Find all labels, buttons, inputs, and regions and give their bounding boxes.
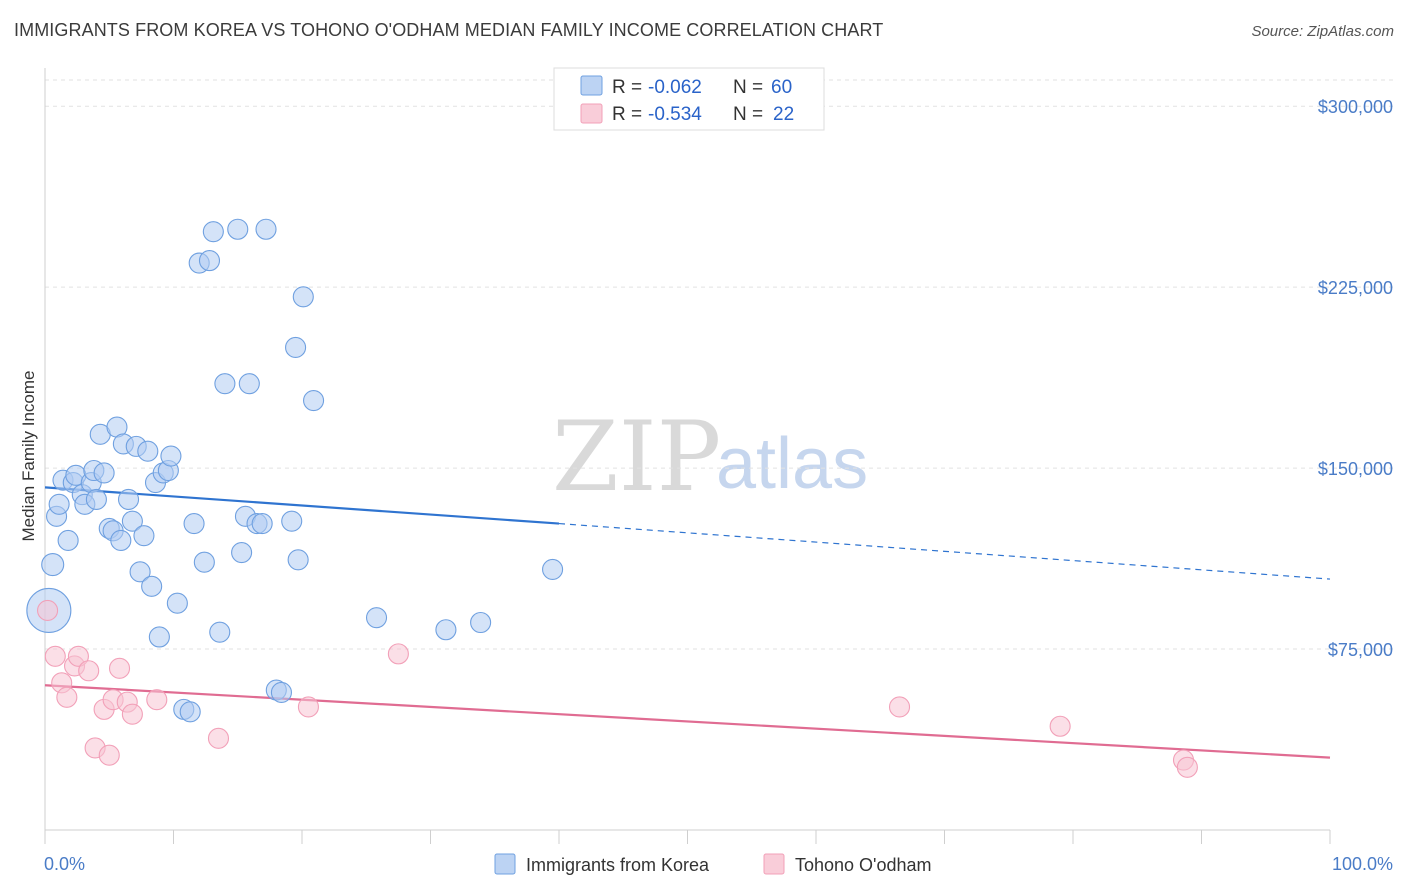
point-korea [231,541,253,564]
point-tohono [108,657,131,679]
legend-r-label-korea: R = [612,77,642,98]
bottom-legend-swatch-tohono [763,853,785,875]
point-korea [117,488,140,511]
point-korea [193,551,215,573]
point-tohono [78,660,100,682]
y-tick-label: $75,000 [1328,640,1393,660]
bottom-legend-swatch-korea [494,853,516,875]
watermark-zip: ZIP [552,401,721,513]
point-korea [214,373,236,395]
point-korea [542,558,564,580]
point-korea [179,701,201,723]
point-korea [198,250,221,272]
point-tohono [121,703,143,725]
point-korea [121,510,143,532]
chart-title: IMMIGRANTS FROM KOREA VS TOHONO O'ODHAM … [14,20,884,40]
legend-r-value-tohono: -0.534 [648,104,702,125]
y-axis-label: Median Family Income [19,370,38,541]
point-korea [202,221,224,243]
point-korea [227,218,249,240]
point-tohono [67,645,89,667]
point-korea [160,445,182,467]
legend-swatch-tohono [580,103,603,124]
source-credit: Source: ZipAtlas.com [1251,23,1394,40]
point-korea [255,218,277,240]
point-korea [251,513,273,535]
legend-n-label-tohono: N = [733,104,763,125]
x-tick-label-min: 0.0% [44,854,85,874]
point-tohono [888,696,911,718]
point-korea [48,493,70,515]
point-korea [287,549,309,571]
series-legend: Immigrants from Korea Tohono O'odham [494,853,932,875]
point-korea [133,525,155,547]
point-korea [148,626,170,648]
point-tohono [387,643,409,665]
point-korea [129,561,151,583]
y-tick-label: $225,000 [1318,278,1393,298]
watermark-atlas: atlas [716,424,868,504]
legend-r-value-korea: -0.062 [648,77,702,98]
data-points [26,218,1198,778]
bottom-legend-label-tohono: Tohono O'odham [795,855,932,875]
point-korea [238,373,260,395]
legend-r-label-tohono: R = [612,104,642,125]
point-tohono [146,689,168,711]
x-tick-label-max: 100.0% [1332,854,1393,874]
bottom-legend-label-korea: Immigrants from Korea [526,855,710,875]
point-tohono [297,696,319,718]
point-tohono [37,599,59,621]
point-korea [270,681,292,704]
legend-n-value-korea: 60 [771,77,792,98]
y-tick-label: $150,000 [1318,459,1393,479]
y-tick-label: $300,000 [1318,97,1393,117]
point-korea [209,621,231,643]
legend-n-value-tohono: 22 [773,104,794,125]
point-korea [41,553,65,577]
point-korea [166,592,188,614]
point-korea [137,440,159,462]
point-tohono [1176,756,1198,778]
legend-swatch-korea [580,75,603,96]
trend-lines [44,486,1331,759]
point-korea [183,513,205,535]
point-korea [93,462,115,484]
point-korea [285,336,307,359]
legend-n-label-korea: N = [733,77,763,98]
trend-line-solid [44,684,1331,759]
point-tohono [56,686,78,708]
trend-line-dashed [558,522,1331,580]
point-korea [365,607,388,629]
point-korea [141,575,163,597]
point-korea [292,286,314,308]
axes [44,68,1331,844]
point-tohono [1049,715,1071,737]
point-korea [303,389,325,412]
point-tohono [207,727,230,749]
point-korea [85,488,107,511]
point-korea [281,510,303,532]
point-tohono [98,744,120,766]
correlation-legend: R = -0.062 N = 60 R = -0.534 N = 22 [553,67,825,131]
point-korea [470,611,492,634]
point-korea [435,619,457,641]
point-tohono [44,645,66,667]
point-korea [110,529,132,552]
point-korea [57,529,79,552]
gridlines [45,79,1393,650]
